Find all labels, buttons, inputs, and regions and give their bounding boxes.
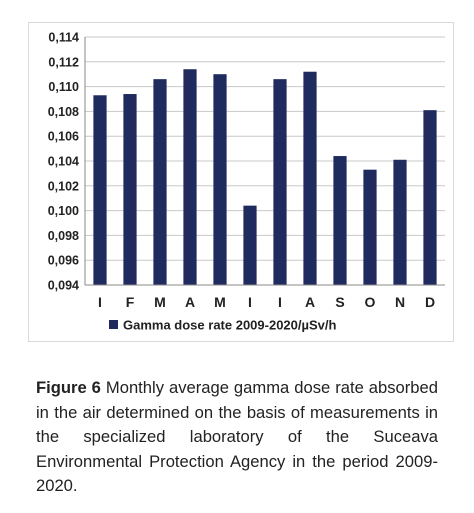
x-tick-label: A — [185, 294, 195, 310]
bar — [333, 156, 347, 285]
figure-label: Figure 6 — [36, 378, 101, 397]
bar-chart: 0,094 0,096 0,098 0,100 0,102 0,104 0,106 0,108… — [48, 31, 445, 333]
bar — [123, 94, 137, 285]
bar — [153, 79, 167, 285]
y-tick-label: 0,110 — [48, 80, 79, 94]
x-tick-label: I — [98, 294, 102, 310]
y-tick-label: 0,098 — [48, 229, 79, 243]
y-tick-label: 0,104 — [48, 155, 79, 169]
bars — [93, 69, 437, 285]
y-tick-label: 0,108 — [48, 105, 79, 119]
y-tick-label: 0,112 — [48, 55, 79, 69]
bar — [213, 74, 227, 285]
x-tick-label: S — [335, 294, 344, 310]
y-tick-label: 0,094 — [48, 279, 79, 293]
x-tick-label: N — [395, 294, 405, 310]
bar — [393, 159, 407, 285]
x-tick-label: M — [154, 294, 166, 310]
y-tick-label: 0,096 — [48, 254, 79, 268]
x-tick-label: F — [126, 294, 135, 310]
bar — [93, 95, 107, 285]
x-tick-label: I — [248, 294, 252, 310]
bar — [303, 71, 317, 285]
x-tick-label: O — [365, 294, 376, 310]
legend-swatch — [109, 320, 118, 329]
y-tick-label: 0,106 — [48, 130, 79, 144]
x-tick-label: M — [214, 294, 226, 310]
x-tick-label: A — [305, 294, 315, 310]
chart-container: 0,094 0,096 0,098 0,100 0,102 0,104 0,106 0,108… — [28, 22, 454, 342]
x-tick-label: D — [425, 294, 435, 310]
figure-caption-text: Monthly average gamma dose rate absorbed… — [36, 378, 438, 495]
bar — [243, 205, 257, 285]
bar — [273, 79, 287, 285]
bar — [183, 69, 197, 285]
y-tick-label: 0,114 — [48, 31, 79, 45]
legend: Gamma dose rate 2009-2020/µSv/h — [109, 318, 336, 333]
gridlines — [85, 36, 445, 286]
legend-label: Gamma dose rate 2009-2020/µSv/h — [123, 318, 336, 333]
bar — [363, 169, 377, 285]
y-tick-label: 0,102 — [48, 179, 79, 193]
figure-caption: Figure 6 Monthly average gamma dose rate… — [36, 376, 438, 499]
y-axis-tick-labels: 0,094 0,096 0,098 0,100 0,102 0,104 0,106 0,108… — [48, 31, 79, 293]
y-tick-label: 0,100 — [48, 204, 79, 218]
bar — [423, 110, 437, 285]
x-tick-label: I — [278, 294, 282, 310]
